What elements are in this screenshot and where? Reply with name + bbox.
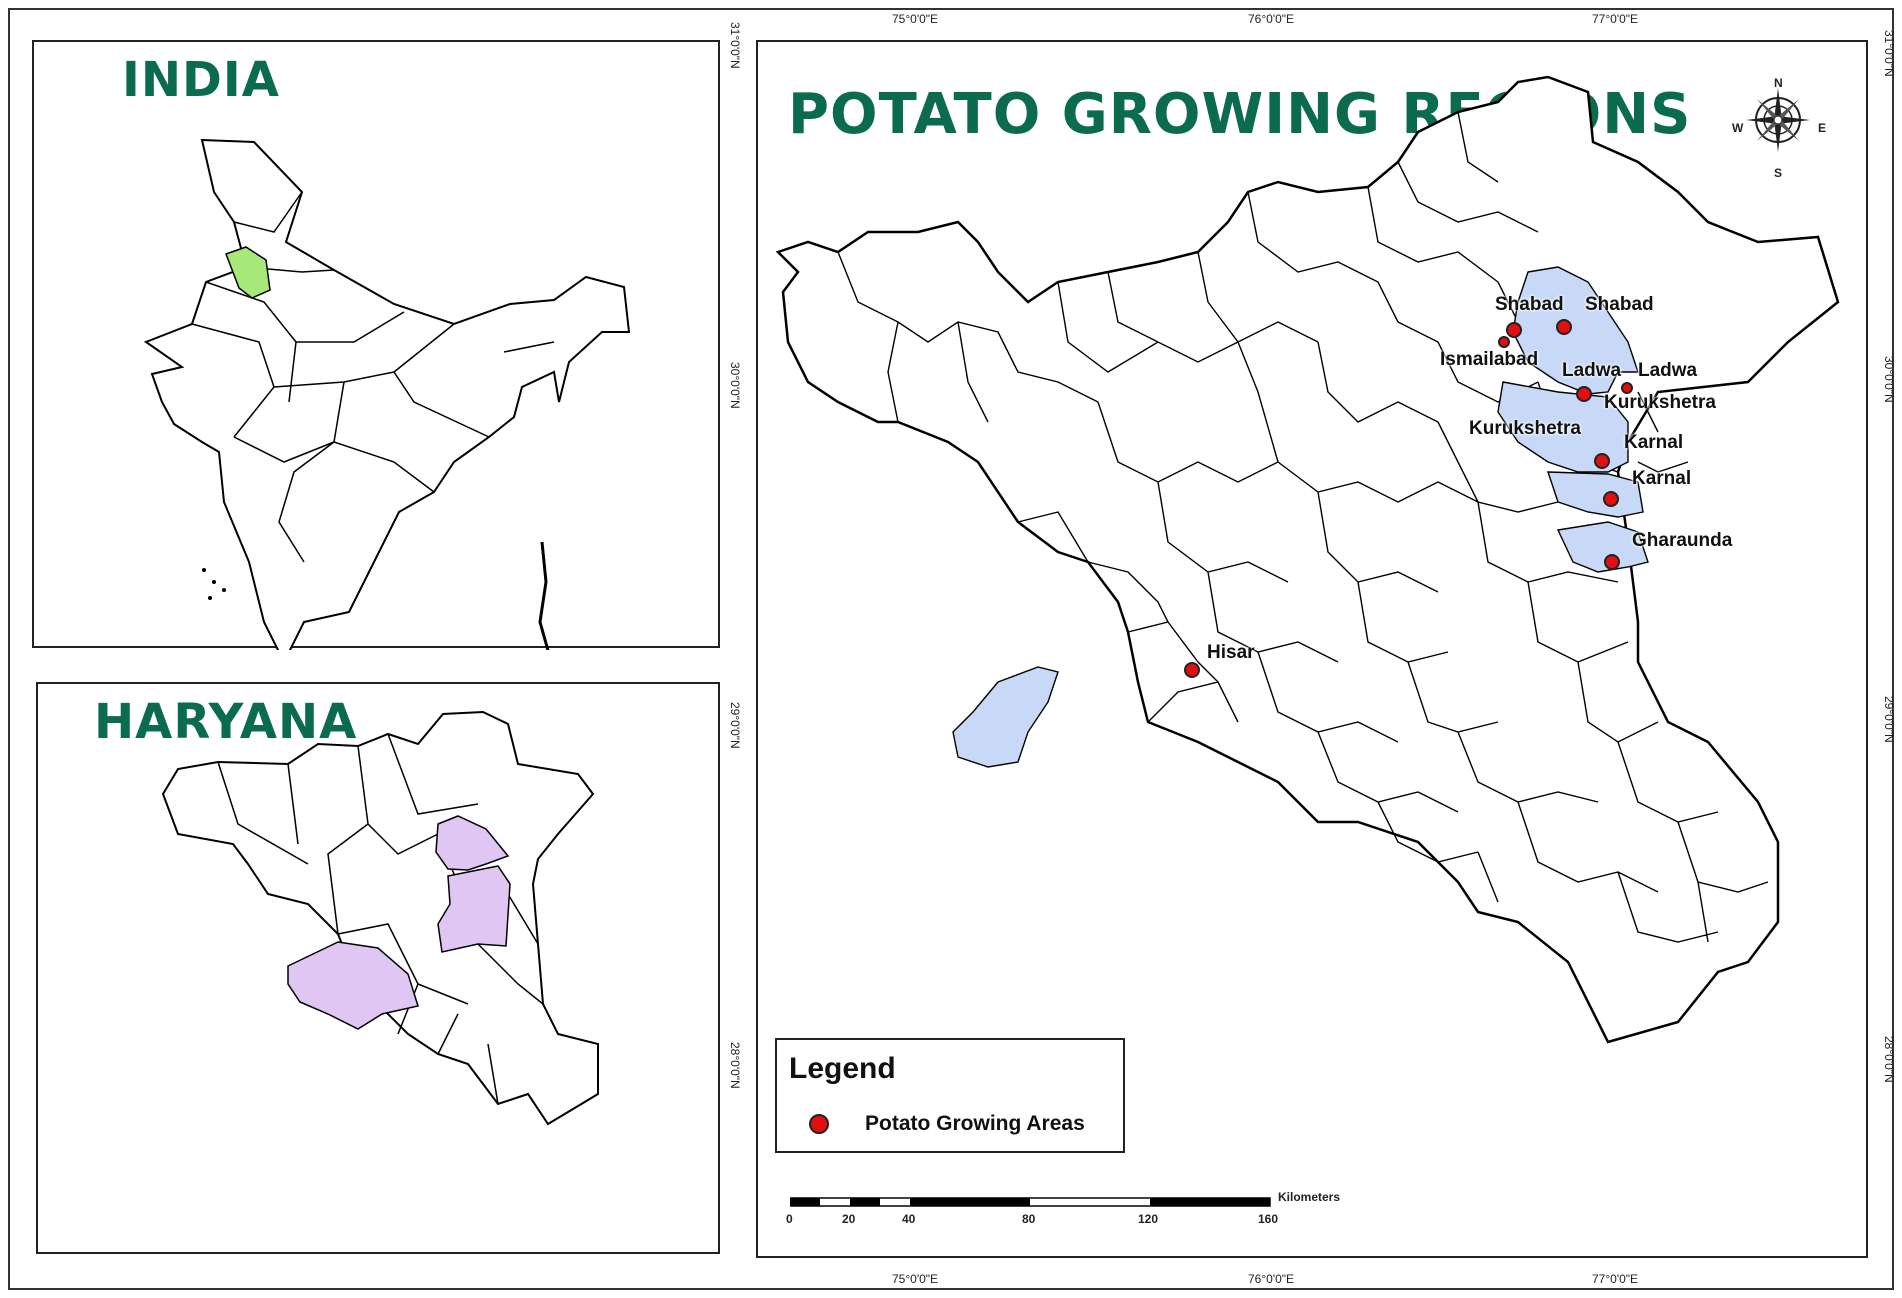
top-coord-76: 76°0'0"E: [1248, 12, 1295, 26]
highlight-gharaunda-region: [1556, 521, 1649, 573]
andaman-islands: [538, 541, 550, 650]
right-coord-28: 28°0'0"N: [1882, 1036, 1896, 1083]
left-coord-31: 31°0'0"N: [728, 22, 742, 69]
compass-rose-icon: [1746, 88, 1810, 152]
top-coord-75: 75°0'0"E: [892, 12, 939, 26]
bottom-coord-77: 77°0'0"E: [1592, 1272, 1639, 1286]
right-coord-31: 31°0'0"N: [1882, 30, 1896, 77]
india-title: INDIA: [122, 52, 280, 108]
potato-area-marker: [1556, 319, 1572, 335]
place-label-shabad-1: Shabad: [1495, 294, 1564, 315]
india-state-lines: [191, 191, 555, 563]
place-label-kurukshetra-2: Kurukshetra: [1469, 418, 1581, 439]
top-coord-77: 77°0'0"E: [1592, 12, 1639, 26]
haryana-main-outline: [775, 75, 1840, 1044]
left-coord-29: 29°0'0"N: [728, 702, 742, 749]
scale-bar: [790, 1197, 1271, 1207]
potato-area-marker: [1603, 491, 1619, 507]
left-coord-30: 30°0'0"N: [728, 362, 742, 409]
haryana-inset: HARYANA: [36, 682, 720, 1254]
scale-tick: 120: [1138, 1212, 1159, 1226]
potato-area-marker: [1594, 453, 1610, 469]
place-label-ladwa-2: Ladwa: [1638, 360, 1698, 381]
map-frame: [8, 8, 1894, 1290]
lakshadweep-islands: [202, 568, 226, 600]
potato-area-marker: [1576, 386, 1592, 402]
legend-item-label: Potato Growing Areas: [865, 1112, 1085, 1135]
bottom-coord-75: 75°0'0"E: [892, 1272, 939, 1286]
haryana-title: HARYANA: [94, 694, 358, 750]
legend-title: Legend: [789, 1052, 896, 1085]
highlight-karnal-region: [1547, 471, 1644, 518]
haryana-outline: [161, 710, 599, 1126]
haryana-map: [161, 710, 599, 1126]
haryana-highlight-east: [437, 865, 511, 953]
potato-area-marker: [1184, 662, 1200, 678]
potato-area-marker: [1604, 554, 1620, 570]
india-inset: INDIA: [32, 40, 720, 650]
scale-tick: 20: [842, 1212, 856, 1226]
highlight-hisar-region: [952, 666, 1059, 768]
place-label-ladwa-1: Ladwa: [1562, 360, 1622, 381]
place-label-karnal-2: Karnal: [1632, 468, 1692, 489]
scale-tick: 0: [786, 1212, 793, 1226]
district-boundaries: [837, 111, 1769, 943]
compass-w: W: [1732, 121, 1744, 135]
place-label-ismailabad: Ismailabad: [1440, 349, 1539, 370]
place-label-gharaunda: Gharaunda: [1632, 530, 1733, 551]
potato-area-marker: [1506, 322, 1522, 338]
right-coord-30: 30°0'0"N: [1882, 356, 1896, 403]
right-coord-29: 29°0'0"N: [1882, 696, 1896, 743]
potato-area-marker: [1498, 336, 1510, 348]
place-label-hisar: Hisar: [1207, 642, 1255, 663]
haryana-highlight-west: [287, 941, 419, 1030]
legend-box: Legend Potato Growing Areas: [775, 1038, 1125, 1153]
india-map: [143, 138, 631, 650]
scale-tick: 80: [1022, 1212, 1036, 1226]
place-label-shabad-2: Shabad: [1585, 294, 1654, 315]
legend-marker-icon: [809, 1114, 829, 1134]
scale-tick: 40: [902, 1212, 916, 1226]
place-label-kurukshetra-1: Kurukshetra: [1604, 392, 1716, 413]
haryana-highlight-north: [435, 815, 510, 871]
haryana-highlight: [225, 246, 271, 299]
bottom-coord-76: 76°0'0"E: [1248, 1272, 1295, 1286]
scale-unit: Kilometers: [1278, 1190, 1341, 1204]
india-outline: [143, 138, 631, 650]
compass-n: N: [1774, 76, 1783, 90]
scale-tick: 160: [1258, 1212, 1279, 1226]
main-map: [775, 75, 1840, 1044]
compass-s: S: [1774, 166, 1783, 180]
place-label-karnal-1: Karnal: [1624, 432, 1684, 453]
potato-area-marker: [1621, 382, 1633, 394]
left-coord-28: 28°0'0"N: [728, 1042, 742, 1089]
compass-e: E: [1818, 121, 1827, 135]
